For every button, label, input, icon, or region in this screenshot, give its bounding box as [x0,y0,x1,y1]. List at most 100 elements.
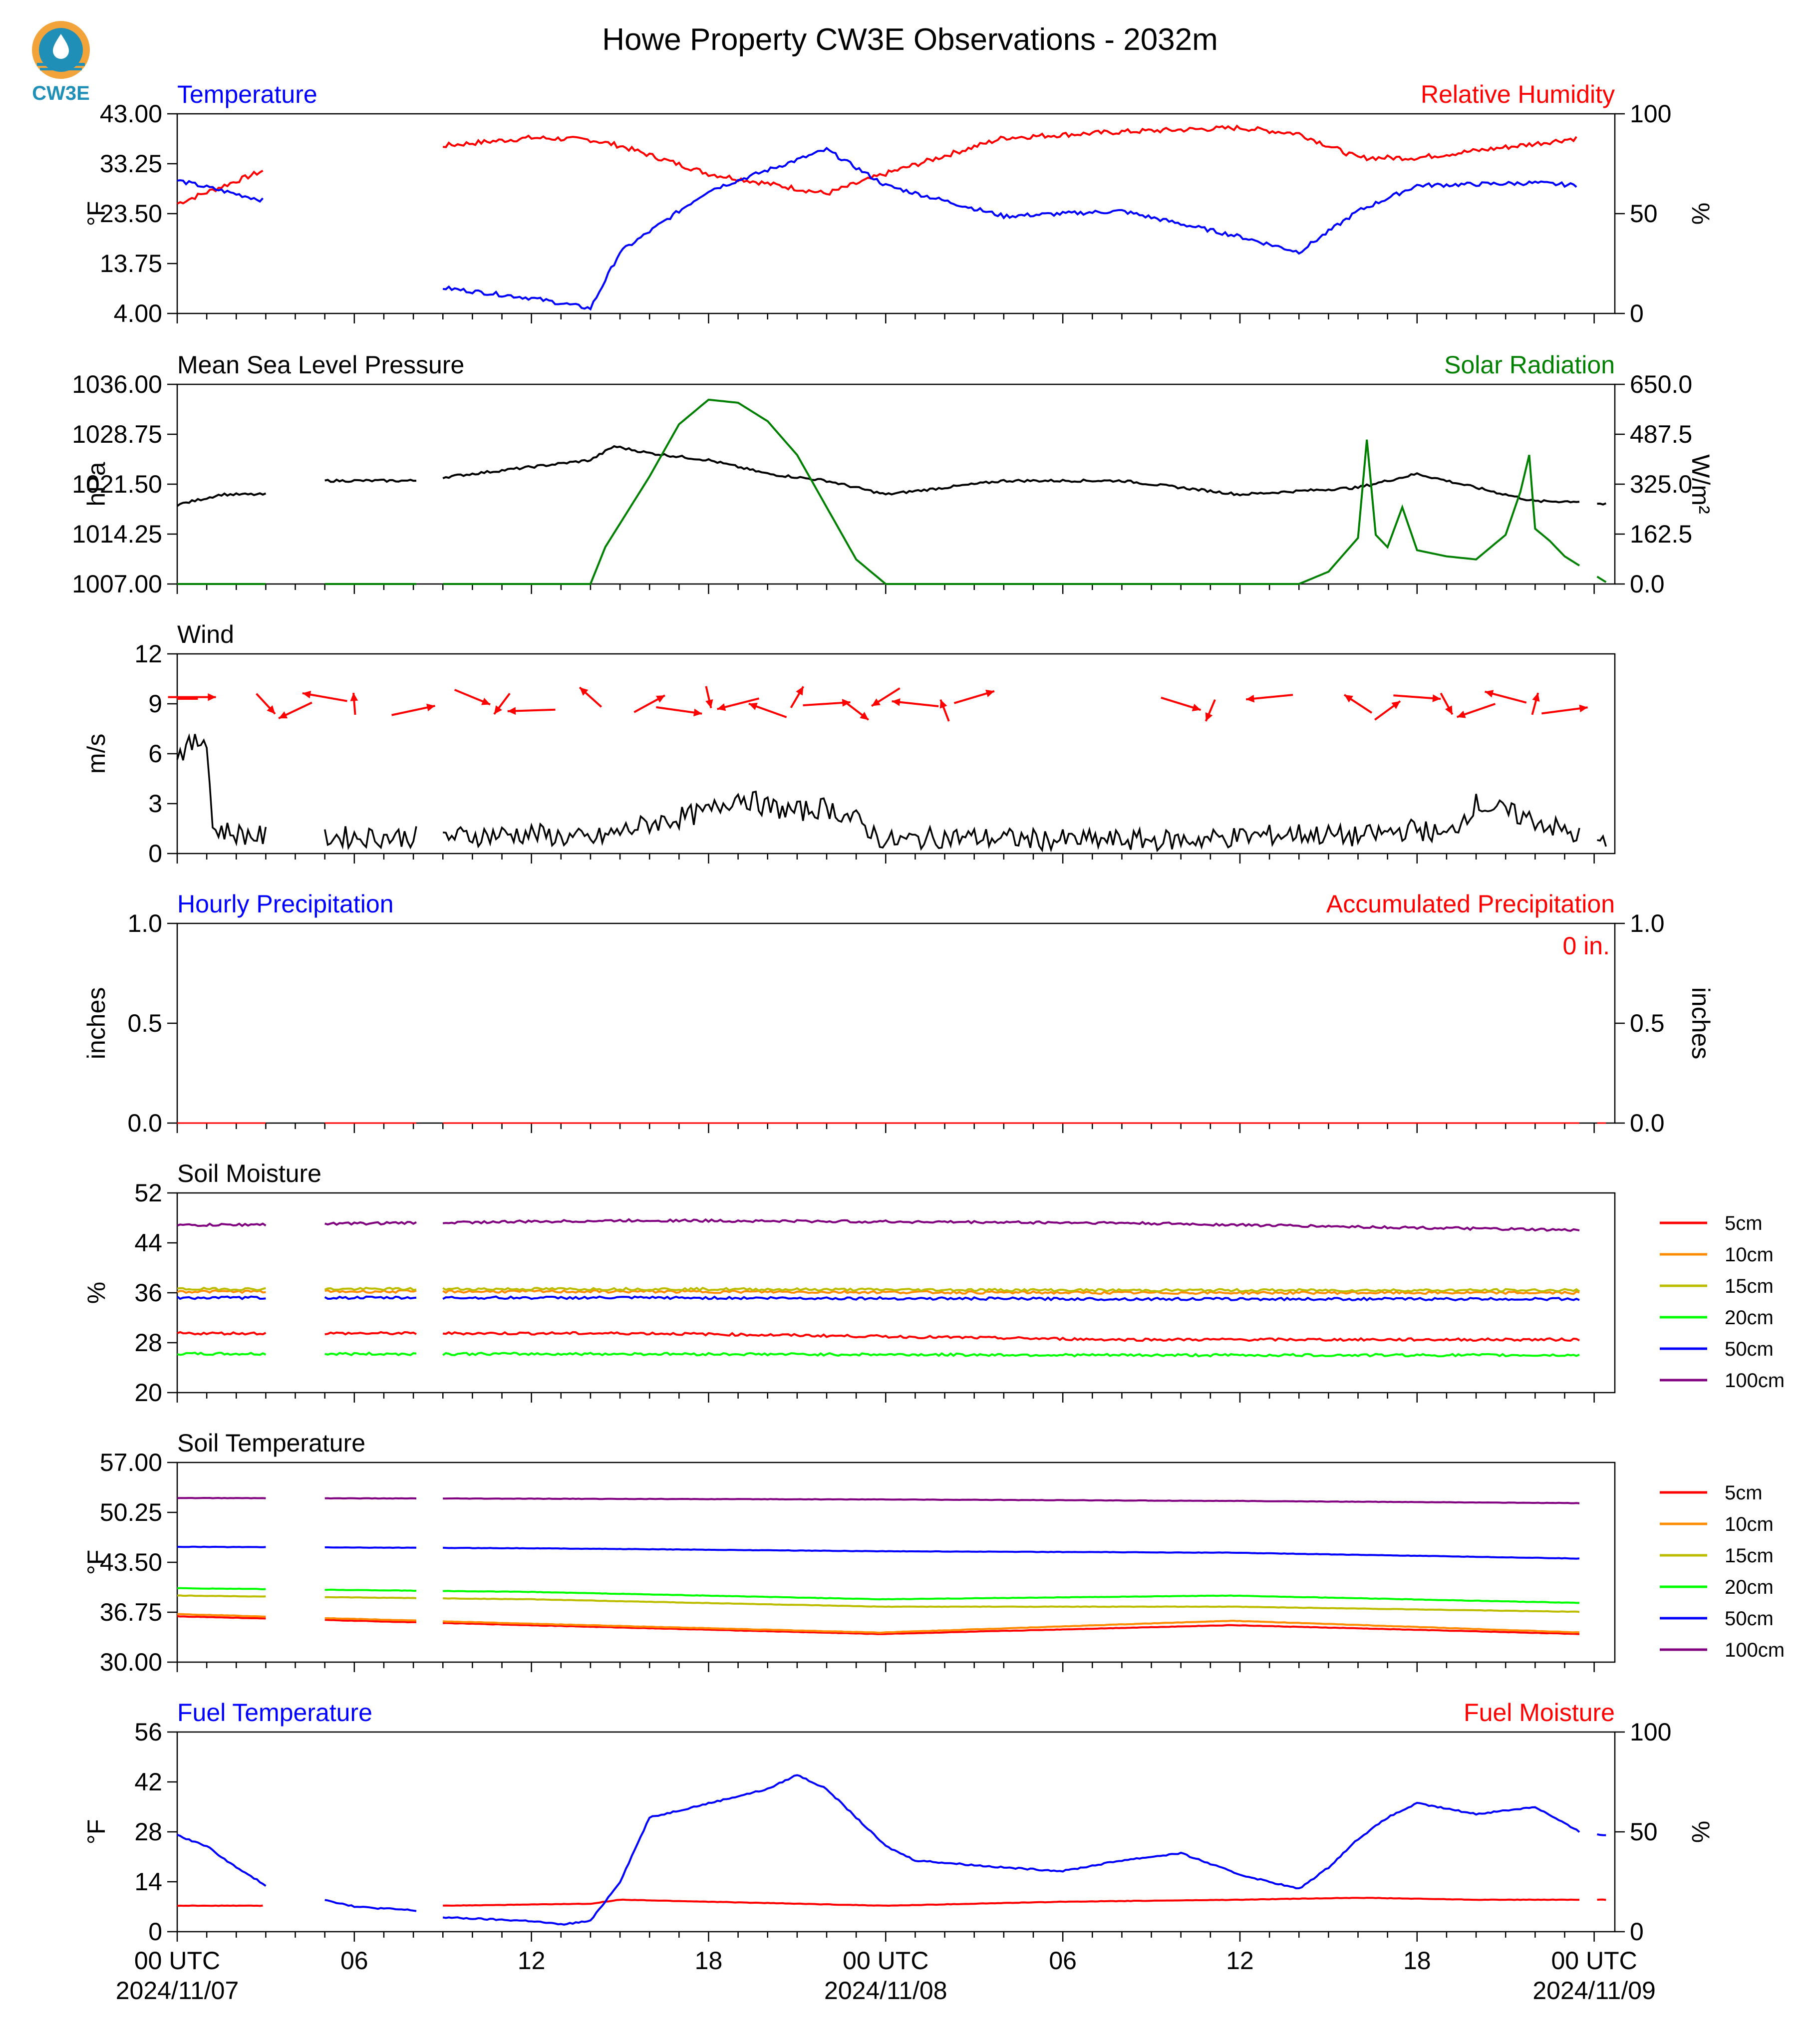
soil-line-50cm [177,1545,1580,1560]
wind-arrow-head [892,698,901,706]
wind-arrow-head [208,693,216,701]
y-tick-label: 52 [134,1179,162,1207]
wind-arrow-head [872,698,881,706]
x-date-label: 2024/11/07 [116,1977,239,2005]
wind-axes [176,653,1616,855]
logo-drop-icon [53,34,69,59]
wind-arrow-head [426,703,435,712]
wind-arrow-head [580,687,589,696]
wind-arrow-head [1579,704,1588,713]
y-tick-label-right: 0 [1630,1918,1644,1946]
legend-label: 100cm [1725,1639,1785,1661]
y-tick-label: 36.75 [100,1598,162,1626]
solar-line [177,398,1607,585]
y-axis-label: °F [82,201,110,227]
legend-label: 10cm [1725,1513,1774,1535]
y-tick-label-right: 1.0 [1630,909,1665,937]
precip-total-label: 0 in. [1562,932,1610,960]
y-tick-label: 1036.00 [72,370,162,398]
panel-title-left: Soil Temperature [177,1429,365,1457]
y-tick-label: 1028.75 [72,420,162,448]
y-axis-label: % [82,1282,110,1304]
y-tick-label-right: 162.5 [1630,520,1692,548]
wind-arrow-head [1432,694,1441,702]
wind-arrow-head [705,699,713,708]
y-tick-label: 43.50 [100,1548,162,1576]
legend-label: 10cm [1725,1244,1774,1266]
wind-arrow-head [481,697,491,705]
y-tick-label: 0 [148,1918,162,1946]
x-tick-label: 06 [340,1947,368,1975]
soil-line-100cm [177,1218,1580,1232]
fuel-moisture-line [177,1897,1606,1907]
legend-label: 50cm [1725,1608,1774,1630]
y-axis-label-right: % [1687,1821,1715,1843]
soil-line-20cm [177,1587,1580,1604]
wind-arrow-head [1445,705,1453,715]
x-tick-label: 00 UTC [843,1947,928,1975]
panel-title-right: Fuel Moisture [1464,1699,1615,1727]
y-tick-label: 9 [148,690,162,718]
wind-arrow-head [1246,694,1255,703]
wind-arrow-head [693,708,702,717]
wind-arrow-head [267,705,276,714]
y-tick-label: 13.75 [100,250,162,278]
soil-line-5cm [177,1615,1580,1635]
wind-arrow-head [1391,701,1401,709]
wind-arrow-head [1532,693,1540,702]
legend-label: 20cm [1725,1307,1774,1329]
y-tick-label: 0.0 [127,1109,162,1137]
wind-arrow-head [302,690,311,699]
wind-arrow-head [796,686,804,696]
x-tick-label: 12 [1226,1947,1254,1975]
panel-title-right: Relative Humidity [1421,80,1615,108]
wind-arrow-head [279,711,288,719]
y-tick-label: 30.00 [100,1648,162,1676]
y-tick-label: 14 [134,1868,162,1896]
y-tick-label-right: 325.0 [1630,470,1692,498]
y-tick-label-right: 100 [1630,1718,1671,1746]
y-tick-label: 42 [134,1768,162,1796]
y-tick-label-right: 487.5 [1630,420,1692,448]
legend-label: 5cm [1725,1482,1763,1504]
x-date-label: 2024/11/08 [824,1977,947,2005]
cw3e-logo: CW3E [25,14,110,109]
y-tick-label: 28 [134,1329,162,1357]
soil-line-5cm [177,1331,1580,1342]
pressure-line [176,445,1607,507]
wind-arrow-head [1344,694,1353,703]
y-tick-label-right: 0.5 [1630,1009,1665,1037]
panel-title-left: Soil Moisture [177,1159,321,1187]
panel-title-left: Temperature [177,80,317,108]
soil-line-100cm [177,1496,1580,1504]
x-tick-label: 00 UTC [134,1947,220,1975]
legend-label: 50cm [1725,1338,1774,1360]
soil-line-50cm [176,1295,1580,1302]
y-tick-label: 1021.50 [72,470,162,498]
wind-arrow-head [350,693,358,701]
x-tick-label: 06 [1049,1947,1077,1975]
y-tick-label: 0 [148,840,162,868]
y-tick-label: 44 [134,1229,162,1257]
panel-title-left: Hourly Precipitation [177,890,394,918]
y-tick-label: 4.00 [114,299,162,327]
y-axis-label: °F [82,1550,110,1575]
x-date-label: 2024/11/09 [1532,1977,1656,2005]
wind-arrow-head [507,707,516,715]
y-tick-label: 50.25 [100,1498,162,1526]
panel-title-right: Solar Radiation [1444,351,1615,379]
soil-line-10cm [177,1613,1580,1634]
y-axis-label-right: % [1687,203,1715,225]
y-tick-label: 6 [148,740,162,768]
y-tick-label: 3 [148,790,162,818]
wind-arrow-head [656,695,665,703]
wind-arrow-head [717,703,726,711]
y-tick-label: 1014.25 [72,520,162,548]
x-tick-label: 12 [518,1947,546,1975]
y-axis-label: m/s [82,734,110,774]
x-tick-label: 00 UTC [1551,1947,1637,1975]
y-axis-label: inches [82,987,110,1060]
y-tick-label: 1007.00 [72,570,162,598]
y-tick-label: 43.00 [100,100,162,128]
y-tick-label-right: 0 [1630,299,1644,327]
